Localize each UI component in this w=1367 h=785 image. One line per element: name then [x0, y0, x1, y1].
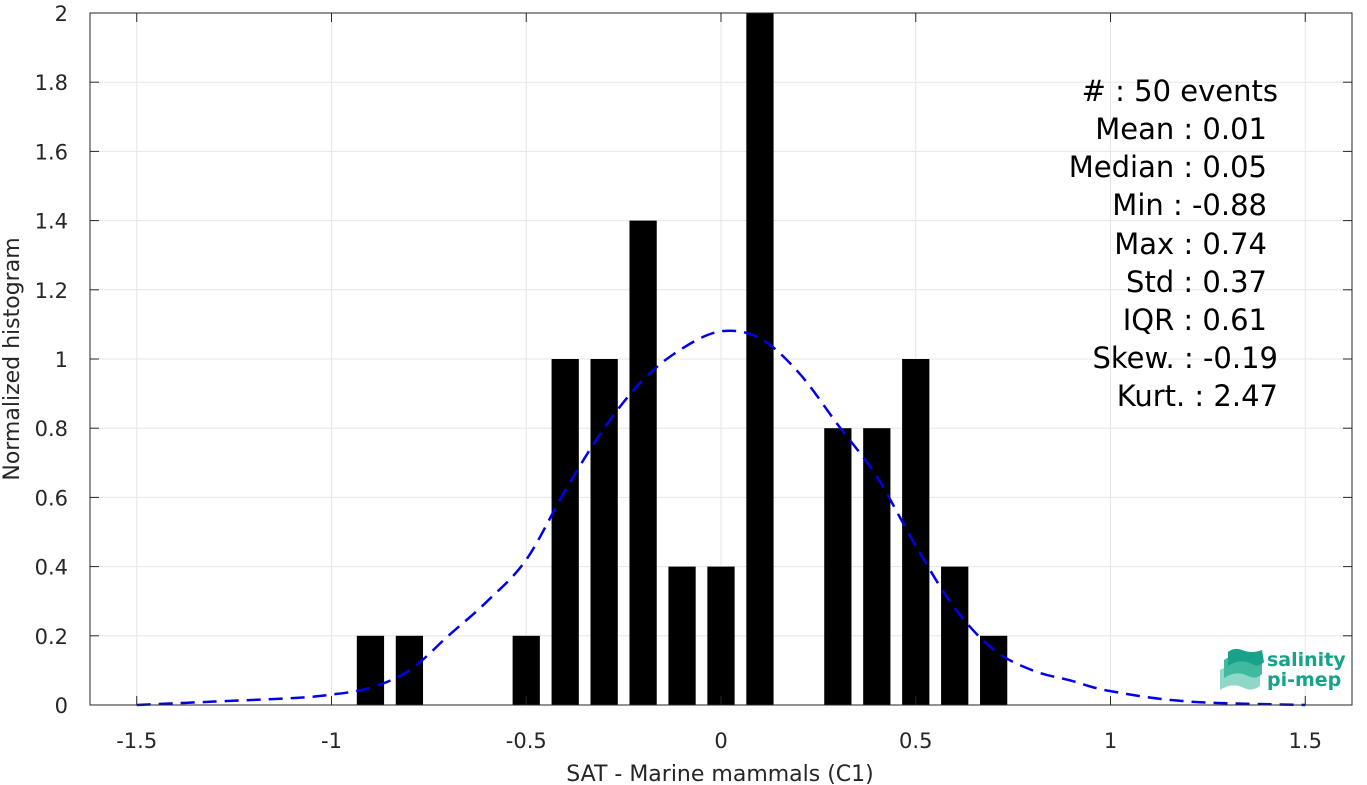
stat-max: Max : 0.74: [1114, 227, 1267, 261]
gaussian-fit-curve: [136, 329, 1306, 707]
histogram-bars: [356, 13, 1008, 705]
y-tick-label: 1.6: [35, 140, 68, 164]
stat-iqr: IQR : 0.61: [1123, 303, 1267, 337]
y-tick-label: 1.2: [35, 279, 68, 303]
histogram-bar: [863, 428, 891, 705]
histogram-bar: [590, 359, 618, 705]
x-tick-label: 1: [1104, 729, 1117, 753]
x-tick-label: 0.5: [899, 729, 932, 753]
histogram-bar: [902, 359, 930, 705]
x-tick-label: 1.5: [1289, 729, 1322, 753]
y-axis-title: Normalized histogram: [0, 237, 25, 480]
y-tick-label: 2: [55, 2, 68, 26]
histogram-bar: [551, 359, 579, 705]
y-tick-label: 1: [55, 348, 68, 372]
axes: [89, 12, 1353, 706]
statistics-panel: # : 50 events Mean : 0.01 Median : 0.05 …: [1069, 74, 1278, 413]
histogram-bar: [629, 220, 657, 705]
stat-kurtosis: Kurt. : 2.47: [1117, 379, 1278, 413]
stat-min: Min : -0.88: [1112, 188, 1267, 222]
y-tick-label: 0.6: [35, 486, 68, 510]
histogram-bar: [668, 566, 696, 705]
y-tick-label: 0.4: [35, 556, 68, 580]
x-tick-label: -1.5: [116, 729, 157, 753]
stat-events: # : 50 events: [1082, 74, 1278, 108]
stat-mean: Mean : 0.01: [1095, 112, 1267, 146]
x-tick-label: -0.5: [506, 729, 547, 753]
y-tick-label: 0: [55, 694, 68, 718]
histogram-bar: [512, 635, 540, 705]
histogram-bar: [356, 635, 385, 705]
stat-std: Std : 0.37: [1126, 265, 1267, 299]
y-tick-labels: 0 0.2 0.4 0.6 0.8 1 1.2 1.4 1.6 1.8 2: [35, 2, 68, 718]
histogram-bar: [941, 566, 969, 705]
x-tick-label: -1: [321, 729, 342, 753]
stat-median: Median : 0.05: [1069, 150, 1267, 184]
salinity-pimep-logo: salinity pi-mep: [1220, 648, 1346, 691]
histogram-bar: [707, 566, 735, 705]
y-tick-label: 1.8: [35, 71, 68, 95]
logo-text-line2: pi-mep: [1267, 669, 1341, 691]
histogram-bar: [746, 13, 774, 705]
stat-skewness: Skew. : -0.19: [1092, 341, 1278, 375]
x-axis-title: SAT - Marine mammals (C1): [566, 762, 874, 785]
y-tick-label: 0.2: [35, 625, 68, 649]
logo-wave-icon: [1220, 648, 1264, 690]
histogram-bar: [980, 635, 1008, 705]
y-tick-label: 0.8: [35, 417, 68, 441]
logo-text-line1: salinity: [1267, 649, 1346, 671]
histogram-bar: [824, 428, 852, 705]
x-tick-label: 0: [714, 729, 727, 753]
x-tick-labels: -1.5 -1 -0.5 0 0.5 1 1.5: [116, 729, 1322, 753]
y-tick-label: 1.4: [35, 210, 68, 234]
